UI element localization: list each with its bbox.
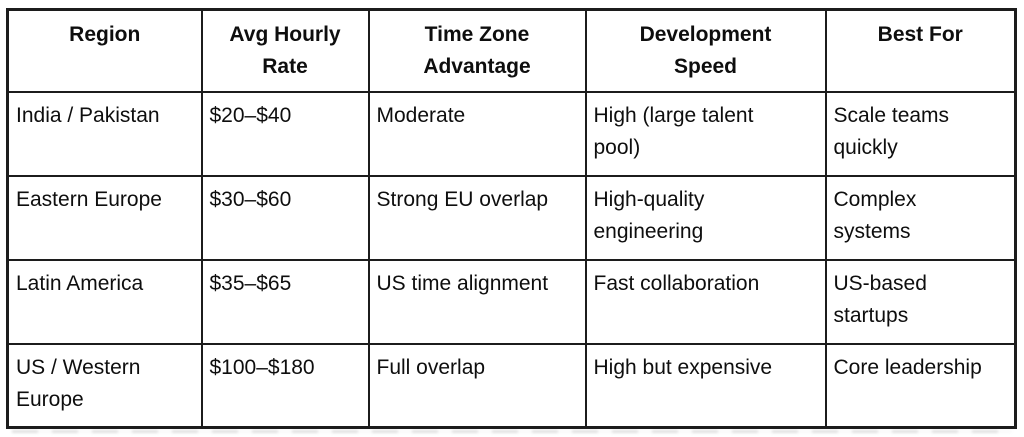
table-cell: US time alignment: [367, 258, 587, 345]
column-header: Avg Hourly Rate: [200, 8, 370, 93]
table-row: Latin America $35–$65 US time alignment Fas…: [6, 258, 1017, 345]
bottom-edge-artifact: [12, 430, 1012, 433]
table-row: Eastern Europe $30–$60 Strong EU overlap Hi…: [6, 174, 1017, 261]
column-header: Time Zone Advantage: [367, 8, 587, 93]
table-cell: Core leadership: [824, 342, 1017, 429]
table-cell: India / Pakistan: [6, 90, 203, 177]
table-cell: Latin America: [6, 258, 203, 345]
column-header: Region: [6, 8, 203, 93]
table-cell: $100–$180: [200, 342, 370, 429]
table-row: US / Western Europe $100–$180 Full overlap…: [6, 342, 1017, 429]
table-cell: Complex systems: [824, 174, 1017, 261]
table-cell: High but expensive: [584, 342, 827, 429]
table-cell: High-quality engineering: [584, 174, 827, 261]
region-comparison-table: Region Avg Hourly Rate Time Zone Advantage…: [6, 8, 1017, 429]
table-cell: Eastern Europe: [6, 174, 203, 261]
table-cell: High (large talent pool): [584, 90, 827, 177]
table-cell: US-based startups: [824, 258, 1017, 345]
table-row: India / Pakistan $20–$40 Moderate High (lar…: [6, 90, 1017, 177]
column-header: Best For: [824, 8, 1017, 93]
column-header: Development Speed: [584, 8, 827, 93]
table-cell: Fast collaboration: [584, 258, 827, 345]
table-cell: Strong EU overlap: [367, 174, 587, 261]
header-row: Region Avg Hourly Rate Time Zone Advantage…: [6, 8, 1017, 93]
table-cell: Moderate: [367, 90, 587, 177]
table-cell: $30–$60: [200, 174, 370, 261]
table-cell: US / Western Europe: [6, 342, 203, 429]
table-cell: Scale teams quickly: [824, 90, 1017, 177]
table-cell: Full overlap: [367, 342, 587, 429]
table-cell: $35–$65: [200, 258, 370, 345]
table-cell: $20–$40: [200, 90, 370, 177]
